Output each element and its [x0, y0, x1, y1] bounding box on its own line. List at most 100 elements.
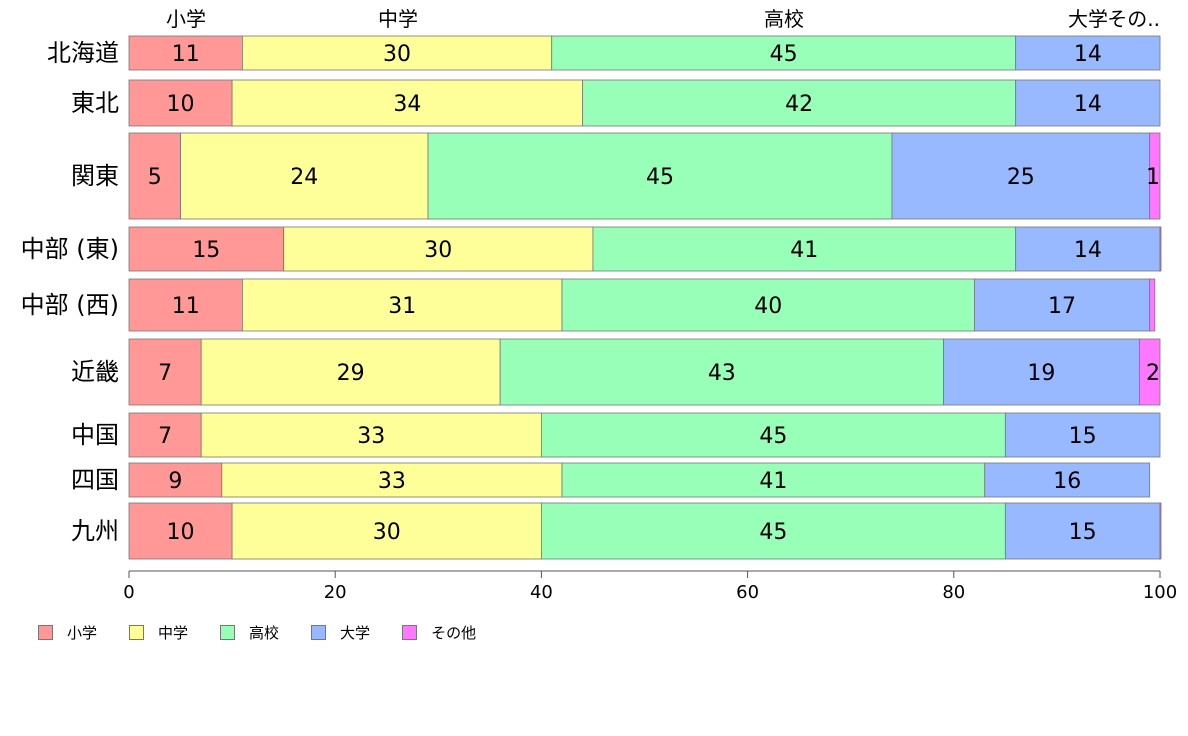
data-label: 45 — [759, 424, 787, 449]
data-label: 9 — [168, 469, 182, 494]
bar-segment — [1015, 79, 1161, 127]
data-label: 31 — [388, 294, 416, 319]
bar-segment — [1159, 502, 1162, 560]
series-top-label: 小学 — [166, 7, 206, 31]
category-label: 九州 — [71, 517, 119, 545]
data-label: 25 — [1007, 165, 1035, 190]
data-label: 40 — [754, 294, 782, 319]
bar-segment — [128, 412, 202, 458]
bar-segment — [984, 462, 1151, 498]
data-label: 45 — [646, 165, 674, 190]
category-label: 中部 (東) — [21, 235, 119, 263]
series-top-label: 大学 — [1068, 7, 1108, 31]
x-tick-label: 40 — [530, 582, 553, 603]
legend-label: その他 — [431, 624, 477, 642]
data-label: 45 — [770, 42, 798, 67]
category-label: 北海道 — [47, 39, 119, 67]
bar-segment — [1149, 132, 1161, 220]
data-label: 7 — [158, 361, 172, 386]
bar-segment — [582, 79, 1017, 127]
data-label: 24 — [290, 165, 318, 190]
legend-item: 中学 — [129, 622, 188, 643]
bar-segment — [128, 278, 243, 332]
legend-swatch — [311, 625, 327, 640]
bar-segment — [231, 79, 584, 127]
category-label: 関東 — [71, 162, 119, 190]
data-label: 29 — [337, 361, 365, 386]
bar-segment — [1004, 412, 1161, 458]
data-label: 14 — [1074, 42, 1102, 67]
bar-segment — [541, 502, 1006, 560]
bar-segment — [974, 278, 1151, 332]
bar-segment — [541, 412, 1006, 458]
category-label: 四国 — [71, 466, 119, 494]
bar-segment — [943, 338, 1140, 406]
data-label: 15 — [1069, 520, 1097, 545]
legend-item: その他 — [402, 622, 476, 643]
chart-legend: 小学 中学 高校 大学 その他 — [38, 622, 508, 643]
data-label: 5 — [148, 165, 162, 190]
bar-segment — [1015, 35, 1161, 71]
legend-label: 中学 — [158, 624, 189, 642]
bar-segment — [242, 278, 563, 332]
bar-segment — [231, 502, 542, 560]
legend-label: 大学 — [340, 624, 371, 642]
data-label: 15 — [192, 238, 220, 263]
data-label: 42 — [785, 92, 813, 117]
data-label: 33 — [357, 424, 385, 449]
series-top-label: 中学 — [378, 7, 418, 31]
data-label: 17 — [1048, 294, 1076, 319]
series-top-label: 高校 — [764, 7, 804, 31]
data-label: 14 — [1074, 92, 1102, 117]
data-label: 16 — [1053, 469, 1081, 494]
bar-segment — [128, 79, 233, 127]
data-label: 10 — [167, 520, 195, 545]
bar-segment — [221, 462, 563, 498]
data-label: 11 — [172, 42, 200, 67]
category-label: 中国 — [71, 421, 119, 449]
bar-segment — [592, 226, 1017, 272]
data-label: 1 — [1146, 165, 1160, 190]
bar-segment — [128, 462, 223, 498]
bar-segment — [1015, 226, 1161, 272]
bar-segment — [283, 226, 594, 272]
data-label: 45 — [759, 520, 787, 545]
data-label: 41 — [790, 238, 818, 263]
legend-label: 小学 — [67, 624, 98, 642]
data-label: 34 — [393, 92, 421, 117]
bar-segment — [551, 35, 1017, 71]
x-tick-label: 60 — [736, 582, 759, 603]
legend-swatch — [38, 625, 53, 640]
data-label: 10 — [167, 92, 195, 117]
bar-segment — [128, 502, 233, 560]
data-label: 43 — [708, 361, 736, 386]
bar-segment — [1004, 502, 1161, 560]
bar-segment — [180, 132, 429, 220]
bar-segment — [499, 338, 944, 406]
legend-label: 高校 — [249, 624, 280, 642]
data-label: 30 — [383, 42, 411, 67]
x-tick-label: 0 — [123, 582, 134, 603]
data-label: 30 — [424, 238, 452, 263]
bar-segment — [1149, 278, 1156, 332]
data-label: 7 — [158, 424, 172, 449]
category-label: 近畿 — [71, 358, 119, 386]
bar-segment — [200, 412, 542, 458]
x-tick-label: 100 — [1143, 582, 1177, 603]
series-top-label: その.. — [1107, 7, 1160, 31]
legend-item: 高校 — [220, 622, 279, 643]
data-label: 41 — [759, 469, 787, 494]
bar-segment — [128, 132, 181, 220]
bar-segment — [427, 132, 893, 220]
bar-segment — [128, 226, 285, 272]
data-label: 14 — [1074, 238, 1102, 263]
data-label: 15 — [1069, 424, 1097, 449]
category-label: 東北 — [71, 89, 119, 117]
legend-swatch — [402, 625, 418, 640]
bar-segment — [891, 132, 1151, 220]
data-label: 2 — [1146, 361, 1160, 386]
data-label: 19 — [1027, 361, 1055, 386]
legend-swatch — [220, 625, 236, 640]
x-tick-label: 80 — [942, 582, 965, 603]
